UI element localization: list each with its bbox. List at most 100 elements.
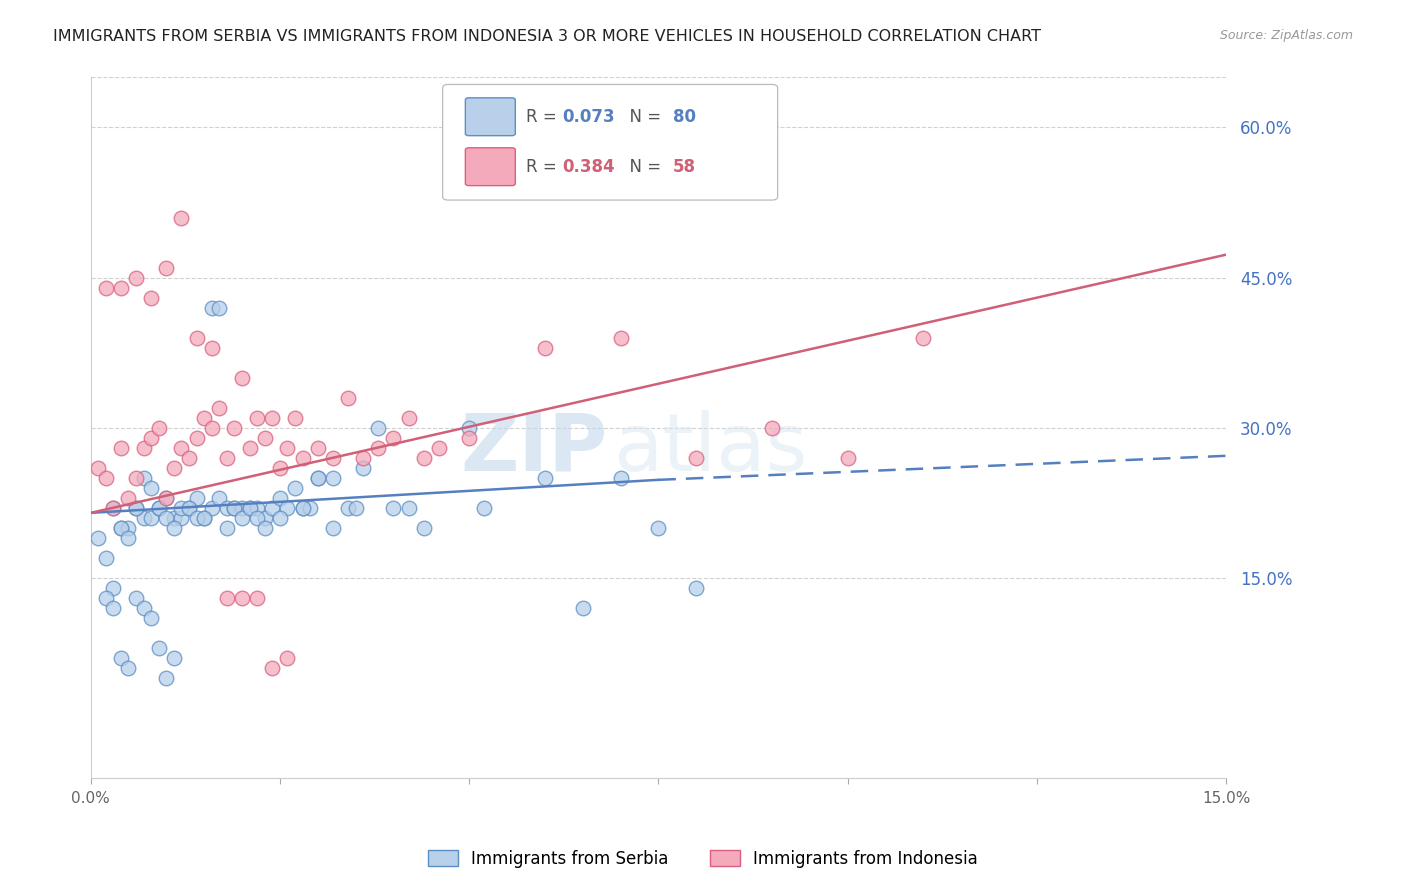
Point <box>87 460 110 475</box>
Point <box>87 531 110 545</box>
Point <box>155 511 177 525</box>
Legend: Immigrants from Serbia, Immigrants from Indonesia: Immigrants from Serbia, Immigrants from … <box>422 844 984 875</box>
Point <box>647 521 669 535</box>
Point <box>291 500 314 515</box>
Point <box>94 471 117 485</box>
Point <box>141 511 163 525</box>
Point <box>177 500 200 515</box>
Point <box>215 591 238 605</box>
Point <box>367 421 389 435</box>
Text: 58: 58 <box>673 158 696 176</box>
Point <box>125 471 148 485</box>
Point <box>117 531 139 545</box>
Point <box>276 651 298 665</box>
Point <box>215 450 238 465</box>
Point <box>132 511 155 525</box>
Point <box>246 410 269 425</box>
Point <box>269 491 291 505</box>
FancyBboxPatch shape <box>465 148 516 186</box>
Point <box>307 471 329 485</box>
Point <box>246 591 269 605</box>
Point <box>215 521 238 535</box>
Point <box>155 491 177 505</box>
Point <box>186 491 208 505</box>
Point <box>307 441 329 455</box>
Point <box>186 331 208 345</box>
Text: R =: R = <box>526 158 561 176</box>
Point <box>110 441 132 455</box>
Point <box>103 601 125 615</box>
Text: N =: N = <box>619 108 666 126</box>
Point <box>125 591 148 605</box>
Point <box>193 410 215 425</box>
Point <box>125 500 148 515</box>
Point <box>299 500 322 515</box>
Point <box>322 471 344 485</box>
Text: Source: ZipAtlas.com: Source: ZipAtlas.com <box>1219 29 1353 42</box>
Point <box>269 460 291 475</box>
Point <box>148 500 170 515</box>
Point <box>148 500 170 515</box>
Point <box>177 450 200 465</box>
Point <box>110 521 132 535</box>
Point <box>141 611 163 625</box>
Point <box>208 491 231 505</box>
Point <box>276 500 298 515</box>
Point <box>163 511 186 525</box>
Point <box>284 410 307 425</box>
FancyBboxPatch shape <box>443 85 778 200</box>
Point <box>352 450 374 465</box>
Point <box>472 500 495 515</box>
Point <box>193 511 215 525</box>
Point <box>246 500 269 515</box>
Point <box>231 500 253 515</box>
Point <box>609 331 631 345</box>
Point <box>398 500 420 515</box>
Text: atlas: atlas <box>613 409 807 488</box>
Point <box>382 431 405 445</box>
Point <box>269 511 291 525</box>
Text: 0.384: 0.384 <box>562 158 614 176</box>
Point <box>837 450 859 465</box>
Point <box>398 410 420 425</box>
Point <box>141 481 163 495</box>
Point <box>367 441 389 455</box>
Point <box>117 521 139 535</box>
Point <box>132 471 155 485</box>
Point <box>344 500 367 515</box>
Point <box>201 341 224 355</box>
Text: 0.073: 0.073 <box>562 108 614 126</box>
Point <box>262 661 284 675</box>
Point <box>132 441 155 455</box>
Point <box>685 581 707 595</box>
Point <box>571 601 593 615</box>
Text: N =: N = <box>619 158 666 176</box>
Point <box>94 550 117 565</box>
Point <box>382 500 405 515</box>
Point <box>912 331 935 345</box>
Point <box>186 511 208 525</box>
Point <box>125 500 148 515</box>
Point <box>685 450 707 465</box>
Point <box>337 500 360 515</box>
Point <box>170 441 193 455</box>
Point <box>352 460 374 475</box>
Point <box>262 410 284 425</box>
Point <box>103 500 125 515</box>
Point <box>155 260 177 275</box>
Point <box>284 481 307 495</box>
Point <box>215 500 238 515</box>
Point <box>239 500 262 515</box>
Point <box>177 500 200 515</box>
Point <box>253 521 276 535</box>
Point <box>155 671 177 685</box>
Point <box>224 421 246 435</box>
Point <box>201 301 224 315</box>
Point <box>458 421 481 435</box>
Point <box>163 460 186 475</box>
Point <box>201 421 224 435</box>
Point <box>224 500 246 515</box>
Point <box>110 280 132 294</box>
Point <box>276 441 298 455</box>
Point <box>110 651 132 665</box>
